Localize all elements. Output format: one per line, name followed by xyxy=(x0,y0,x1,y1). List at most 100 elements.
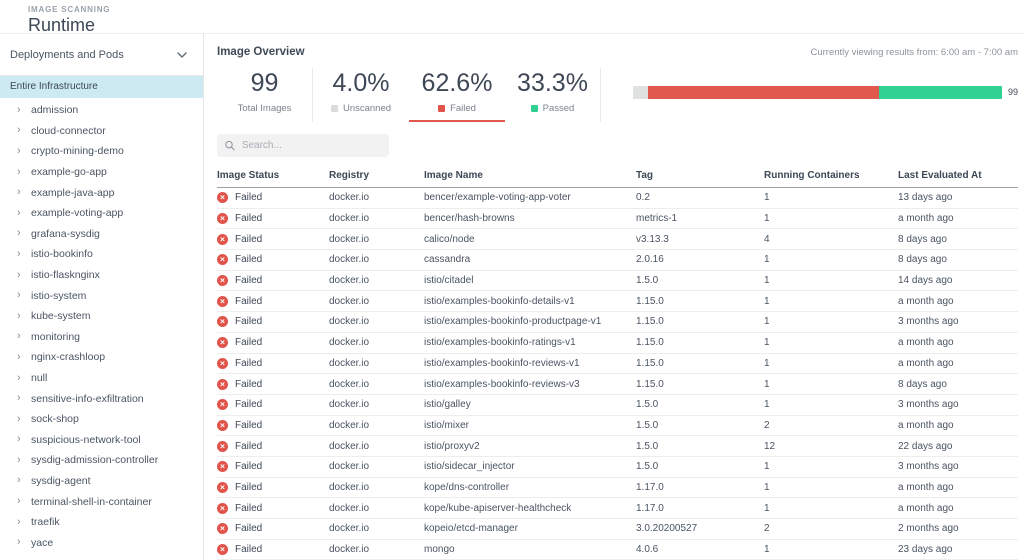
sidebar-item-label: yace xyxy=(31,536,54,549)
chevron-right-icon: › xyxy=(17,350,21,363)
image-status-cell: × Failed xyxy=(217,461,329,473)
table-row[interactable]: × Failed docker.io bencer/hash-browns me… xyxy=(217,209,1018,230)
stat-block[interactable]: 62.6% Failed xyxy=(409,68,505,122)
table-row[interactable]: × Failed docker.io mongo 4.0.6 1 23 days… xyxy=(217,540,1018,560)
running-containers-cell: 1 xyxy=(764,481,770,493)
table-row[interactable]: × Failed docker.io istio/proxyv2 1.5.0 1… xyxy=(217,436,1018,457)
column-header[interactable]: Tag xyxy=(636,169,654,181)
chevron-right-icon: › xyxy=(17,144,21,157)
sidebar-item[interactable]: › nginx-crashloop xyxy=(0,347,203,368)
sidebar-item-label: suspicious-network-tool xyxy=(31,433,141,446)
sidebar-item[interactable]: › istio-flasknginx xyxy=(0,265,203,286)
failed-status-icon: × xyxy=(217,254,228,266)
registry-cell: docker.io xyxy=(329,461,370,473)
sidebar-item[interactable]: › istio-bookinfo xyxy=(0,244,203,265)
failed-status-icon: × xyxy=(217,461,228,473)
registry-cell: docker.io xyxy=(329,233,370,245)
table-row[interactable]: × Failed docker.io istio/citadel 1.5.0 1… xyxy=(217,271,1018,292)
sidebar-item[interactable]: › example-voting-app xyxy=(0,203,203,224)
stat-block[interactable]: 33.3% Passed xyxy=(505,68,601,122)
sidebar-item[interactable]: › yace xyxy=(0,532,203,553)
image-status-cell: × Failed xyxy=(217,419,329,431)
sidebar-item[interactable]: › kube-system xyxy=(0,306,203,327)
image-status-cell: × Failed xyxy=(217,399,329,411)
column-header[interactable]: Running Containers xyxy=(764,169,860,181)
sidebar-item[interactable]: › grafana-sysdig xyxy=(0,224,203,245)
status-text: Failed xyxy=(235,192,263,204)
column-header[interactable]: Last Evaluated At xyxy=(898,169,982,181)
running-containers-cell: 4 xyxy=(764,233,770,245)
search-input[interactable] xyxy=(241,140,381,151)
sidebar-item-label: grafana-sysdig xyxy=(31,227,100,240)
sidebar-item[interactable]: › istio-system xyxy=(0,285,203,306)
sidebar-item[interactable]: › terminal-shell-in-container xyxy=(0,491,203,512)
stat-swatch xyxy=(438,105,446,112)
search-box[interactable] xyxy=(217,134,389,157)
sidebar-item[interactable]: › admission xyxy=(0,100,203,121)
sidebar-item[interactable]: › sysdig-agent xyxy=(0,471,203,492)
table-row[interactable]: × Failed docker.io kope/dns-controller 1… xyxy=(217,478,1018,499)
sidebar-item-entire-infrastructure[interactable]: Entire Infrastructure xyxy=(0,76,203,98)
sidebar-item-label: null xyxy=(31,372,48,385)
table-row[interactable]: × Failed docker.io calico/node v3.13.3 4… xyxy=(217,229,1018,251)
sidebar-item[interactable]: › example-java-app xyxy=(0,182,203,203)
stat-block[interactable]: 99 Total Images xyxy=(217,68,313,122)
stat-swatch xyxy=(530,105,538,112)
stat-label-row: Total Images xyxy=(217,103,312,114)
column-header[interactable]: Registry xyxy=(329,169,370,181)
stat-value: 99 xyxy=(250,69,279,97)
table-row[interactable]: × Failed docker.io istio/examples-bookin… xyxy=(217,354,1018,375)
column-header[interactable]: Image Status xyxy=(217,169,280,181)
search-icon xyxy=(225,140,235,151)
table-row[interactable]: × Failed docker.io cassandra 2.0.16 1 8 … xyxy=(217,250,1018,271)
table-row[interactable]: × Failed docker.io istio/sidecar_injecto… xyxy=(217,457,1018,478)
table-row[interactable]: × Failed docker.io kopeio/etcd-manager 3… xyxy=(217,519,1018,540)
registry-cell: docker.io xyxy=(329,213,370,225)
sidebar-item[interactable]: › example-go-app xyxy=(0,162,203,183)
tag-cell: 1.5.0 xyxy=(636,275,659,287)
sidebar-item-label: terminal-shell-in-container xyxy=(31,495,152,508)
image-status-cell: × Failed xyxy=(217,502,329,514)
failed-status-icon: × xyxy=(217,213,228,225)
sidebar-item[interactable]: › suspicious-network-tool xyxy=(0,430,203,451)
running-containers-cell: 1 xyxy=(764,461,770,473)
chevron-right-icon: › xyxy=(17,474,21,487)
table-row[interactable]: × Failed docker.io bencer/example-voting… xyxy=(217,188,1018,209)
table-row[interactable]: × Failed docker.io istio/examples-bookin… xyxy=(217,374,1018,395)
image-name-cell: calico/node xyxy=(424,233,475,245)
section-label: IMAGE SCANNING xyxy=(28,5,111,14)
sidebar-item-label: monitoring xyxy=(31,330,81,343)
sidebar-item[interactable]: › sysdig-admission-controller xyxy=(0,450,203,471)
table-row[interactable]: × Failed docker.io kope/kube-apiserver-h… xyxy=(217,498,1018,519)
sidebar-item[interactable]: › monitoring xyxy=(0,327,203,348)
table-row[interactable]: × Failed docker.io istio/examples-bookin… xyxy=(217,333,1018,354)
column-header[interactable]: Image Name xyxy=(424,169,483,181)
table-row[interactable]: × Failed docker.io istio/mixer 1.5.0 2 a… xyxy=(217,416,1018,437)
image-status-cell: × Failed xyxy=(217,192,329,204)
table-row[interactable]: × Failed docker.io istio/examples-bookin… xyxy=(217,312,1018,333)
main-panel: Image Overview Currently viewing results… xyxy=(204,34,1024,560)
sidebar-item[interactable]: › crypto-mining-demo xyxy=(0,141,203,162)
sidebar-item[interactable]: › traefik xyxy=(0,512,203,533)
sidebar-item[interactable]: › sock-shop xyxy=(0,409,203,430)
image-status-cell: × Failed xyxy=(217,440,329,452)
stat-block[interactable]: 4.0% Unscanned xyxy=(313,68,409,122)
last-evaluated-cell: a month ago xyxy=(898,481,954,493)
tag-cell: 1.5.0 xyxy=(636,461,659,473)
chevron-right-icon: › xyxy=(17,453,21,466)
table-row[interactable]: × Failed docker.io istio/examples-bookin… xyxy=(217,291,1018,313)
status-text: Failed xyxy=(235,544,263,556)
last-evaluated-cell: 3 months ago xyxy=(898,316,959,328)
status-text: Failed xyxy=(235,481,263,493)
table-row[interactable]: × Failed docker.io istio/galley 1.5.0 1 … xyxy=(217,395,1018,416)
stat-label-row: Unscanned xyxy=(313,103,409,114)
stat-value: 4.0% xyxy=(332,69,390,97)
sidebar-item[interactable]: › sensitive-info-exfiltration xyxy=(0,388,203,409)
scope-selector[interactable]: Deployments and Pods xyxy=(0,34,203,76)
last-evaluated-cell: 8 days ago xyxy=(898,233,947,245)
status-text: Failed xyxy=(235,461,263,473)
stat-label: Total Images xyxy=(237,103,292,114)
sidebar-item[interactable]: › cloud-connector xyxy=(0,121,203,142)
chevron-right-icon: › xyxy=(17,309,21,322)
sidebar-item[interactable]: › null xyxy=(0,368,203,389)
